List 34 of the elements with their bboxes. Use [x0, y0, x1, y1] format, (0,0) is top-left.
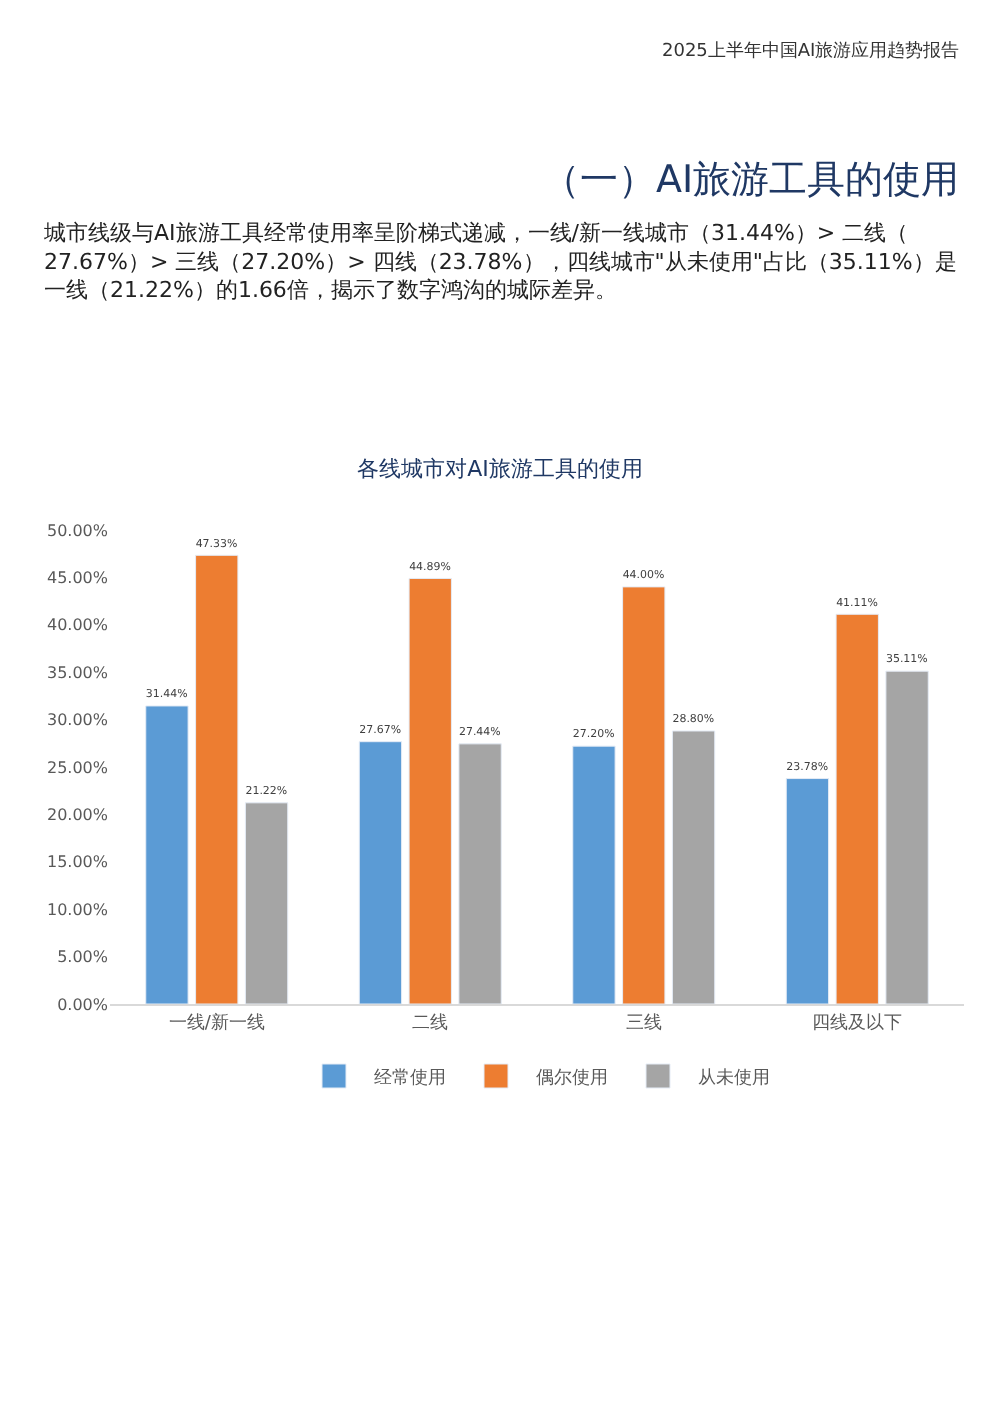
bar: [622, 586, 666, 1004]
y-tick-label: 45.00%: [46, 569, 109, 587]
chart-title: 各线城市对AI旅游工具的使用: [357, 455, 643, 482]
bar: [785, 778, 830, 1004]
y-tick-label: 50.00%: [46, 521, 109, 540]
bar: [195, 554, 239, 1004]
y-tick-label: 5.00%: [57, 948, 109, 967]
bar: [885, 670, 929, 1004]
bar: [458, 743, 502, 1004]
bar: [572, 745, 616, 1004]
x-tick-label: 一线/新一线: [168, 1011, 265, 1034]
text: 城市线级与AI旅游工具经常使用率呈阶梯式递减，一线/新一线城市（31.44%）> 二线（27.67%）> 三线（27.20%）> 四线（23.78%），四线城市"从未使用"占比（35.11%）是一线（21.22%）的1.66倍，揭示了数字鸿沟的城际差异。: [42, 220, 957, 304]
bar: [408, 577, 452, 1004]
y-tick-label: 35.00%: [46, 663, 109, 682]
bar: [145, 705, 189, 1004]
y-tick-label: 20.00%: [46, 806, 109, 824]
bar: [671, 730, 716, 1004]
text: 2025上半年中国AI旅游应用趋势报告: [662, 40, 960, 62]
y-tick-label: 10.00%: [46, 900, 109, 919]
legend-label: 偶尔使用: [536, 1067, 608, 1090]
bar: [835, 613, 879, 1004]
x-tick-label: 三线: [625, 1011, 662, 1034]
y-tick-label: 0.00%: [57, 995, 109, 1014]
legend-label: 经常使用: [374, 1067, 446, 1090]
y-tick-label: 30.00%: [46, 711, 109, 730]
x-tick-label: 二线: [412, 1011, 449, 1034]
text: （一）AI旅游工具的使用: [542, 158, 960, 202]
bar: [244, 802, 289, 1004]
legend-label: 从未使用: [698, 1067, 770, 1090]
y-tick-label: 15.00%: [46, 853, 109, 872]
x-tick-label: 四线及以下: [812, 1011, 903, 1034]
bar: [358, 741, 403, 1004]
y-tick-label: 40.00%: [46, 616, 109, 635]
y-tick-label: 25.00%: [46, 758, 109, 777]
